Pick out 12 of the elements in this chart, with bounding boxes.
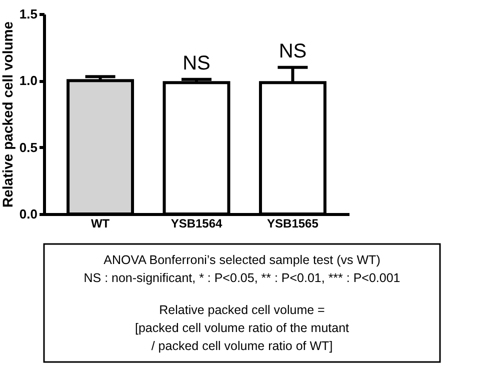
text: ANOVA Bonferroni’s selected sample test (vs WT) NS : non-significant, * : P<0.05, ** : P<0.01, *** : P<0.001 bbox=[84, 253, 400, 285]
annotation: NS bbox=[278, 40, 307, 62]
y-axis-title: Relative packed cell volume bbox=[0, 21, 16, 208]
y-tick-label: 1.5 bbox=[19, 6, 38, 22]
y-tick-label: 1.0 bbox=[19, 73, 38, 88]
x-tick-label: YSB1565 bbox=[267, 216, 319, 230]
y-tick-label: 0.0 bbox=[19, 206, 38, 222]
y-tick-label: 0.5 bbox=[19, 140, 38, 155]
text: Relative packed cell volume = [packed cell volume ratio of the mutant / packed cell volume ratio of WT] bbox=[134, 303, 350, 353]
x-tick-label: WT bbox=[90, 216, 110, 230]
annotation: NS bbox=[182, 52, 210, 74]
x-tick-label: YSB1564 bbox=[170, 216, 223, 230]
